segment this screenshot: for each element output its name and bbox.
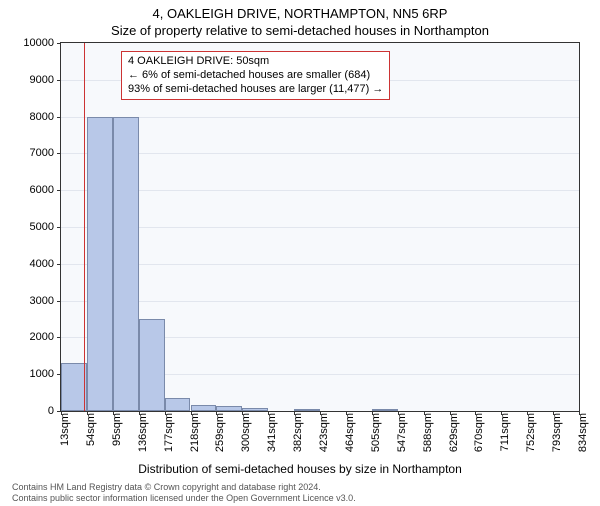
y-tick-label: 10000: [23, 37, 54, 49]
x-tick-label: 218sqm: [189, 413, 201, 452]
chart-title: 4, OAKLEIGH DRIVE, NORTHAMPTON, NN5 6RP: [0, 6, 600, 21]
y-tick-label: 3000: [30, 295, 54, 307]
annotation-box: 4 OAKLEIGH DRIVE: 50sqm← 6% of semi-deta…: [121, 51, 390, 100]
histogram-bar: [165, 398, 191, 411]
x-tick-label: 54sqm: [85, 413, 97, 446]
y-tick-label: 0: [48, 405, 54, 417]
x-tick-label: 793sqm: [551, 413, 563, 452]
histogram-bar: [191, 405, 217, 411]
x-tick-label: 423sqm: [318, 413, 330, 452]
y-tick-label: 9000: [30, 74, 54, 86]
annotation-line: 93% of semi-detached houses are larger (…: [128, 83, 383, 97]
histogram-bar: [87, 117, 113, 411]
y-tick-label: 8000: [30, 111, 54, 123]
histogram-bar: [139, 319, 165, 411]
x-tick-label: 547sqm: [396, 413, 408, 452]
chart-area: Number of semi-detached properties 01000…: [60, 42, 580, 412]
x-tick-label: 670sqm: [473, 413, 485, 452]
annotation-line: 4 OAKLEIGH DRIVE: 50sqm: [128, 55, 383, 69]
histogram-bar: [61, 363, 87, 411]
x-tick-label: 382sqm: [292, 413, 304, 452]
x-tick-label: 341sqm: [266, 413, 278, 452]
x-tick-label: 629sqm: [448, 413, 460, 452]
y-tick-label: 2000: [30, 331, 54, 343]
x-tick-label: 300sqm: [240, 413, 252, 452]
histogram-bar: [113, 117, 139, 411]
x-axis-label: Distribution of semi-detached houses by …: [0, 462, 600, 476]
x-tick-label: 177sqm: [163, 413, 175, 452]
annotation-line: ← 6% of semi-detached houses are smaller…: [128, 69, 383, 83]
reference-line: [84, 43, 85, 411]
footer-text: Contains HM Land Registry data © Crown c…: [12, 482, 600, 504]
x-tick-label: 752sqm: [525, 413, 537, 452]
histogram-bar: [372, 409, 398, 411]
histogram-bar: [216, 406, 242, 411]
y-tick-label: 1000: [30, 368, 54, 380]
chart-subtitle: Size of property relative to semi-detach…: [0, 23, 600, 38]
x-tick-label: 588sqm: [422, 413, 434, 452]
histogram-bar: [294, 409, 320, 411]
x-tick-label: 136sqm: [137, 413, 149, 452]
y-tick-label: 4000: [30, 258, 54, 270]
x-tick-label: 95sqm: [111, 413, 123, 446]
y-tick-label: 7000: [30, 147, 54, 159]
x-tick-label: 834sqm: [577, 413, 589, 452]
footer-line-2: Contains public sector information licen…: [12, 493, 600, 504]
y-tick-label: 5000: [30, 221, 54, 233]
footer-line-1: Contains HM Land Registry data © Crown c…: [12, 482, 600, 493]
histogram-bar: [242, 408, 268, 411]
x-tick-label: 711sqm: [499, 413, 511, 451]
x-tick-label: 259sqm: [214, 413, 226, 452]
plot-area: 0100020003000400050006000700080009000100…: [60, 42, 580, 412]
y-tick-label: 6000: [30, 184, 54, 196]
x-tick-label: 464sqm: [344, 413, 356, 452]
x-tick-label: 13sqm: [59, 413, 71, 446]
x-tick-label: 505sqm: [370, 413, 382, 452]
